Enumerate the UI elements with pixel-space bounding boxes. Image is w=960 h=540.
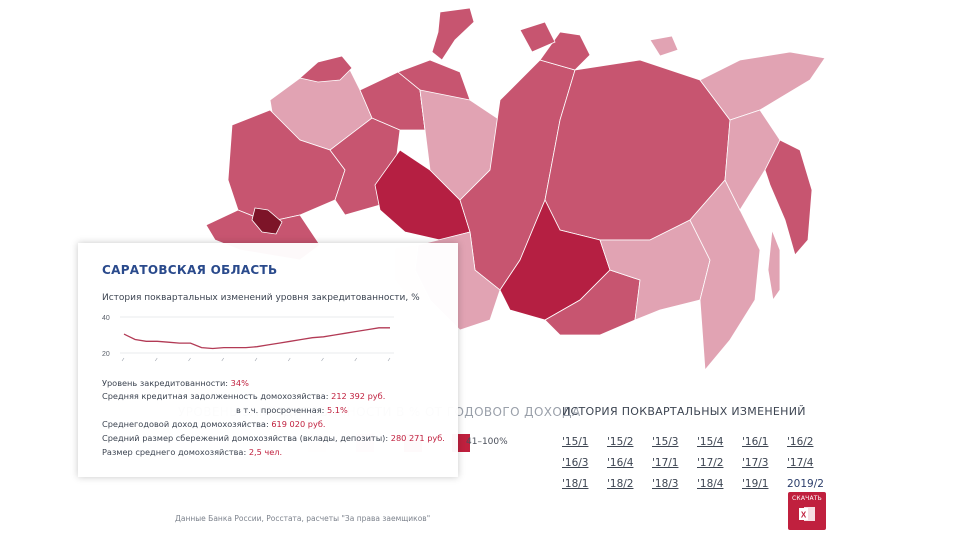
period-link[interactable]: '17/2 xyxy=(697,457,724,469)
period-link[interactable]: '17/4 xyxy=(787,457,814,469)
period-link[interactable]: '16/3 xyxy=(562,457,589,469)
card-stat-value: 280 271 руб. xyxy=(390,433,445,443)
chart-x-tick xyxy=(188,357,191,362)
chart-x-tick xyxy=(288,357,291,362)
chart-y-tick-label: 20 xyxy=(102,351,110,358)
card-stat-value: 212 392 руб. xyxy=(331,391,386,401)
map-region-chukotka[interactable] xyxy=(699,51,826,121)
map-region-kola[interactable] xyxy=(299,55,353,83)
map-region-arctic-islands[interactable] xyxy=(519,21,556,53)
card-stat: Средняя кредитная задолженность домохозя… xyxy=(102,391,385,401)
card-stat-value: 5.1% xyxy=(327,405,348,415)
map-region-taimyr[interactable] xyxy=(539,31,591,71)
period-link[interactable]: '15/2 xyxy=(607,436,634,448)
card-stat-value: 619 020 руб. xyxy=(271,419,326,429)
chart-x-tick xyxy=(354,357,357,362)
card-stat-label: Средняя кредитная задолженность домохозя… xyxy=(102,391,332,401)
card-stat: Уровень закредитованности: 34% xyxy=(102,378,249,388)
period-link[interactable]: '15/3 xyxy=(652,436,679,448)
card-stat: в т.ч. просроченная: 5.1% xyxy=(236,405,348,415)
period-link[interactable]: '18/4 xyxy=(697,478,724,490)
map-region-sakhalin[interactable] xyxy=(767,229,781,302)
period-link[interactable]: '18/3 xyxy=(652,478,679,490)
chart-y-tick-label: 40 xyxy=(102,315,110,322)
period-link[interactable]: '15/1 xyxy=(562,436,589,448)
history-line-chart: 40 20 xyxy=(102,315,394,362)
card-stat-label: Размер среднего домохозяйства: xyxy=(102,447,249,457)
period-link[interactable]: '16/4 xyxy=(607,457,634,469)
legend-last-label: 41–100% xyxy=(466,437,508,447)
card-stat-label: в т.ч. просроченная: xyxy=(236,405,327,415)
chart-x-tick xyxy=(321,357,324,362)
period-link[interactable]: '18/1 xyxy=(562,478,589,490)
period-link[interactable]: '16/2 xyxy=(787,436,814,448)
map-region-new-siberian-islands[interactable] xyxy=(649,35,679,57)
excel-icon: X xyxy=(799,507,815,521)
chart-x-tick xyxy=(221,357,224,362)
chart-x-tick xyxy=(254,357,258,362)
map-region-saratov[interactable] xyxy=(251,207,283,235)
card-stat-label: Уровень закредитованности: xyxy=(102,378,231,388)
chart-series-line xyxy=(123,327,390,350)
period-link[interactable]: '16/1 xyxy=(742,436,769,448)
period-link[interactable]: '19/1 xyxy=(742,478,769,490)
region-info-card: САРАТОВСКАЯ ОБЛАСТЬ История поквартальны… xyxy=(78,243,458,477)
period-link[interactable]: '17/3 xyxy=(742,457,769,469)
card-subtitle: История поквартальных изменений уровня з… xyxy=(102,293,420,303)
period-link[interactable]: '17/1 xyxy=(652,457,679,469)
card-stat-label: Среднегодовой доход домохозяйства: xyxy=(102,419,272,429)
history-title: ИСТОРИЯ ПОКВАРТАЛЬНЫХ ИЗМЕНЕНИЙ xyxy=(562,405,806,418)
chart-x-tick xyxy=(387,357,391,362)
source-note: Данные Банка России, Росстата, расчеты "… xyxy=(175,514,431,523)
period-links: '15/1 '15/2 '15/3 '15/4 '16/1 '16/2 '16/3 '16/4… xyxy=(562,434,842,492)
card-title: САРАТОВСКАЯ ОБЛАСТЬ xyxy=(102,263,278,277)
map-region-novaya-zemlya[interactable] xyxy=(431,7,475,61)
card-stat: Среднегодовой доход домохозяйства: 619 0… xyxy=(102,419,325,429)
card-stat: Средний размер сбережений домохозяйства … xyxy=(102,433,445,443)
period-link[interactable]: 2019/2 xyxy=(787,478,824,490)
map-region-amur[interactable] xyxy=(599,219,711,321)
period-link[interactable]: '15/4 xyxy=(697,436,724,448)
chart-x-tick xyxy=(155,357,158,362)
card-stat-label: Средний размер сбережений домохозяйства … xyxy=(102,433,391,443)
download-label: СКАЧАТЬ xyxy=(792,495,822,502)
card-stat-value: 34% xyxy=(230,378,249,388)
svg-text:X: X xyxy=(801,511,807,520)
card-stat: Размер среднего домохозяйства: 2,5 чел. xyxy=(102,447,282,457)
download-button[interactable]: СКАЧАТЬ X xyxy=(788,492,826,530)
card-stat-value: 2,5 чел. xyxy=(248,447,283,457)
map-region-kamchatka[interactable] xyxy=(764,139,813,256)
chart-x-tick xyxy=(121,357,125,362)
period-link[interactable]: '18/2 xyxy=(607,478,634,490)
